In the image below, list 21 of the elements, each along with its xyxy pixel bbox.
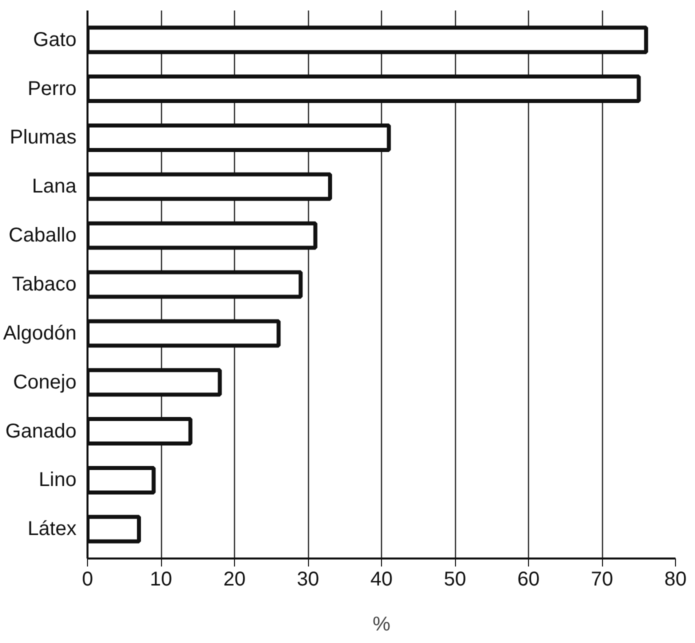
x-tick-label: 60 — [517, 568, 540, 590]
x-axis-title: % — [372, 614, 391, 636]
y-tick-label: Lana — [32, 176, 78, 198]
y-tick-label: Plumas — [10, 126, 77, 149]
x-tick-label: 0 — [82, 568, 94, 590]
y-tick-label: Perro — [28, 78, 76, 100]
y-tick-label: Gato — [33, 28, 76, 51]
x-tick-label: 50 — [444, 568, 466, 590]
y-tick-label: Conejo — [13, 371, 77, 394]
y-tick-label: Ganado — [5, 420, 76, 442]
x-tick-label: 80 — [664, 568, 687, 590]
y-tick-label: Látex — [28, 518, 77, 540]
y-tick-label: Lino — [38, 469, 76, 492]
y-tick-label: Caballo — [8, 224, 77, 247]
x-tick-label: 10 — [150, 568, 172, 590]
y-tick-label: Algodón — [3, 322, 77, 344]
y-tick-label: Tabaco — [12, 274, 77, 296]
x-tick-label: 40 — [370, 568, 393, 590]
x-tick-label: 30 — [296, 568, 320, 590]
x-tick-label: 20 — [223, 568, 246, 590]
x-tick-label: 70 — [590, 568, 614, 590]
